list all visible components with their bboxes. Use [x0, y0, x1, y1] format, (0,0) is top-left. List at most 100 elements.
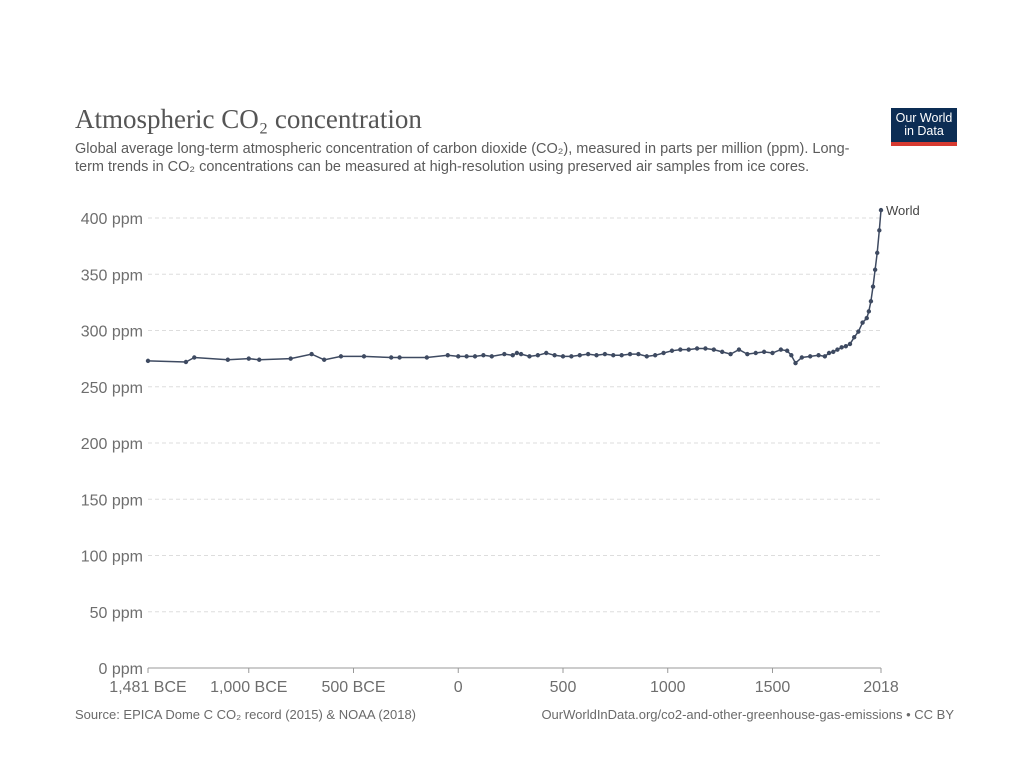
data-point[interactable] [644, 354, 649, 359]
data-point[interactable] [502, 351, 507, 357]
data-point[interactable] [225, 357, 231, 362]
data-point[interactable] [678, 347, 683, 352]
data-point[interactable] [552, 353, 557, 358]
data-point[interactable] [619, 353, 624, 358]
data-point[interactable] [799, 355, 805, 360]
data-point[interactable] [872, 267, 878, 272]
data-point[interactable] [535, 353, 541, 358]
data-point[interactable] [831, 349, 836, 355]
x-tick-label: 1500 [755, 679, 791, 696]
data-point[interactable] [847, 341, 853, 347]
data-point[interactable] [868, 299, 874, 304]
data-point[interactable] [544, 350, 549, 356]
data-point[interactable] [514, 350, 520, 356]
data-point[interactable] [489, 354, 494, 359]
data-point[interactable] [736, 347, 742, 352]
owid-logo[interactable]: Our World in Data [891, 108, 957, 146]
data-point[interactable] [338, 354, 344, 359]
data-point[interactable] [145, 358, 151, 364]
credit-link[interactable]: OurWorldInData.org/co2-and-other-greenho… [541, 707, 954, 722]
data-point[interactable] [183, 359, 189, 365]
data-point[interactable] [602, 351, 608, 357]
data-point[interactable] [878, 207, 884, 213]
data-point[interactable] [822, 354, 828, 359]
logo-line-2: in Data [904, 124, 944, 138]
data-point[interactable] [389, 355, 394, 360]
x-tick-label: 500 [550, 679, 577, 696]
data-point[interactable] [816, 353, 821, 358]
data-point[interactable] [192, 355, 197, 360]
data-point[interactable] [309, 351, 314, 357]
data-point[interactable] [288, 356, 293, 361]
data-point[interactable] [877, 228, 882, 233]
series-world[interactable]: World [145, 203, 920, 366]
data-point[interactable] [864, 315, 869, 321]
data-point[interactable] [585, 351, 591, 357]
data-point[interactable] [686, 347, 691, 352]
data-point[interactable] [711, 347, 717, 352]
data-point[interactable] [843, 344, 849, 349]
y-tick-label: 100 ppm [81, 549, 143, 566]
y-tick-label: 400 ppm [81, 211, 143, 228]
data-point[interactable] [826, 350, 832, 356]
data-point[interactable] [257, 357, 262, 362]
data-point[interactable] [397, 355, 402, 360]
data-point[interactable] [761, 349, 767, 355]
data-point[interactable] [745, 351, 750, 357]
data-point[interactable] [481, 353, 486, 358]
data-point[interactable] [472, 354, 478, 359]
data-point[interactable] [611, 353, 616, 358]
data-point[interactable] [860, 320, 865, 325]
data-point[interactable] [456, 354, 461, 359]
data-point[interactable] [839, 345, 844, 350]
data-point[interactable] [784, 348, 790, 353]
data-point[interactable] [753, 350, 758, 356]
data-point[interactable] [560, 354, 566, 359]
data-point[interactable] [527, 354, 532, 359]
data-point[interactable] [703, 346, 708, 351]
data-point[interactable] [246, 356, 251, 361]
data-point[interactable] [720, 349, 725, 355]
y-axis-ticks: 0 ppm 50 ppm 100 ppm 150 ppm 200 ppm 250 ppm 3… [81, 211, 143, 678]
data-point[interactable] [636, 351, 641, 357]
data-point[interactable] [510, 353, 515, 358]
chart-title: Atmospheric CO₂ concentration [75, 104, 422, 134]
x-tick-label: 0 [454, 679, 463, 696]
data-point[interactable] [875, 250, 880, 256]
y-tick-label: 250 ppm [81, 380, 143, 397]
data-point[interactable] [518, 351, 524, 357]
data-point[interactable] [594, 353, 599, 358]
data-point[interactable] [866, 309, 872, 314]
grid-lines [148, 217, 881, 613]
data-point[interactable] [569, 354, 574, 359]
data-point[interactable] [851, 335, 857, 340]
data-point[interactable] [627, 351, 633, 357]
data-point[interactable] [321, 357, 327, 362]
data-point[interactable] [445, 353, 450, 358]
data-point[interactable] [464, 354, 469, 359]
data-point[interactable] [770, 350, 775, 356]
x-tick-label: 1,000 BCE [210, 679, 287, 696]
source-note: Source: EPICA Dome C CO₂ record (2015) &… [75, 707, 417, 722]
data-point[interactable] [835, 347, 840, 352]
data-point[interactable] [728, 351, 733, 357]
data-point[interactable] [424, 355, 430, 360]
data-point[interactable] [793, 360, 798, 366]
y-tick-label: 200 ppm [81, 436, 143, 453]
data-point[interactable] [652, 353, 658, 358]
data-point[interactable] [577, 353, 582, 358]
logo-accent-bar [891, 142, 957, 146]
data-point[interactable] [661, 350, 666, 356]
y-tick-label: 350 ppm [81, 267, 143, 284]
data-point[interactable] [789, 353, 794, 358]
data-point[interactable] [856, 329, 861, 334]
co2-line-chart: 0 ppm 50 ppm 100 ppm 150 ppm 200 ppm 250 ppm 3… [81, 203, 920, 696]
data-point[interactable] [778, 347, 784, 352]
data-point[interactable] [870, 284, 876, 289]
data-point[interactable] [694, 346, 700, 351]
data-point[interactable] [669, 348, 675, 353]
data-point[interactable] [807, 354, 813, 359]
series-label: World [886, 203, 920, 218]
data-point[interactable] [361, 354, 367, 359]
y-tick-label: 150 ppm [81, 492, 143, 509]
